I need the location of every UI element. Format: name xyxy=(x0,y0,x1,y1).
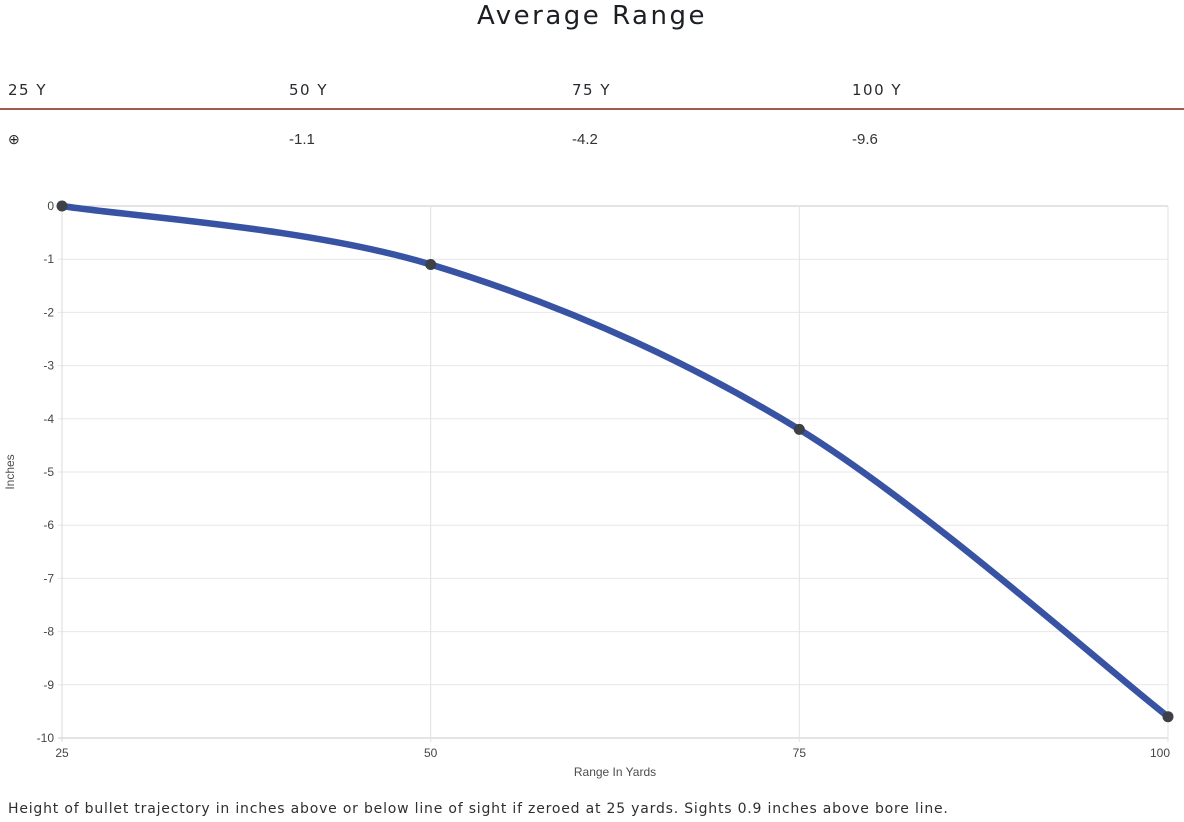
data-point[interactable] xyxy=(425,259,437,270)
y-tick-label: -5 xyxy=(43,465,54,479)
trajectory-line xyxy=(58,202,1172,720)
data-point[interactable] xyxy=(1162,711,1174,723)
drop-value-50y: -1.1 xyxy=(289,131,315,148)
range-header-25y: 25 Y xyxy=(8,81,48,99)
y-tick-label: -2 xyxy=(43,305,54,319)
range-header-75y: 75 Y xyxy=(572,81,612,99)
y-tick-label: -4 xyxy=(43,412,54,426)
x-tick-label: 50 xyxy=(424,746,438,760)
y-axis-title: Inches xyxy=(3,454,17,489)
range-table: 25 Y 50 Y 75 Y 100 Y ⊕ -1.1 -4.2 -9.6 xyxy=(0,75,1184,148)
y-tick-label: -6 xyxy=(43,518,54,532)
y-tick-label: -3 xyxy=(43,359,54,373)
y-tick-label: -8 xyxy=(43,625,54,639)
range-header-50y: 50 Y xyxy=(289,81,329,99)
range-table-value-row: ⊕ -1.1 -4.2 -9.6 xyxy=(0,110,1184,148)
drop-value-75y: -4.2 xyxy=(572,131,598,148)
x-tick-label: 100 xyxy=(1150,746,1170,760)
x-tick-label: 75 xyxy=(793,746,807,760)
page-title: Average Range xyxy=(477,1,707,31)
data-point[interactable] xyxy=(56,200,68,212)
zero-crosshair-icon: ⊕ xyxy=(8,131,20,147)
chart-footnote: Height of bullet trajectory in inches ab… xyxy=(8,801,949,817)
range-table-header-row: 25 Y 50 Y 75 Y 100 Y xyxy=(0,75,1184,110)
x-tick-label: 25 xyxy=(55,746,69,760)
y-tick-label: -9 xyxy=(43,678,54,692)
drop-value-100y: -9.6 xyxy=(852,131,878,148)
y-tick-label: -1 xyxy=(43,252,54,266)
y-tick-label: -7 xyxy=(43,571,54,585)
data-point[interactable] xyxy=(793,423,805,435)
y-tick-label: 0 xyxy=(47,199,54,213)
y-tick-label: -10 xyxy=(37,731,55,745)
x-axis-title: Range In Yards xyxy=(574,765,656,779)
range-header-100y: 100 Y xyxy=(852,81,903,99)
